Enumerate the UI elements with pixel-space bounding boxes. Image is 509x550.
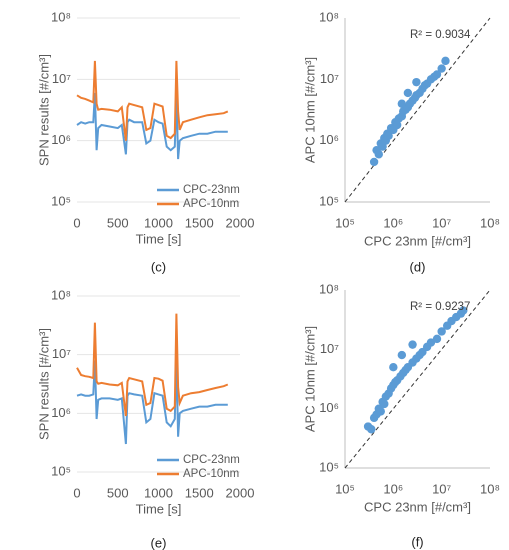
scatter-point [459,306,468,315]
series-line [76,92,228,160]
x-tick-label: 10⁸ [480,215,500,230]
scatter-point [426,338,436,347]
x-tick-label: 10⁸ [480,481,500,496]
scatter-point [389,362,398,372]
x-tick-label: 1500 [185,485,214,500]
identity-line [344,289,491,469]
scatter-point [397,350,407,360]
y-tick-label: 10⁵ [319,193,339,208]
x-tick-label: 0 [73,485,80,500]
scatter-point [384,131,393,141]
x-tick-label: 1000 [144,485,173,500]
x-tick-label: 500 [107,215,129,230]
legend-label: APC-10nm [183,468,239,480]
x-tick-label: 10⁵ [335,215,355,230]
scatter-point [408,340,417,349]
x-tick-label: 2000 [226,215,255,230]
x-tick-label: 0 [73,215,80,230]
y-tick-label: 10⁷ [52,346,71,361]
scatter-point [392,120,402,130]
x-tick-label: 10⁵ [335,481,355,496]
y-tick-label: 10⁵ [319,459,339,474]
x-axis-label: CPC 23nm [#/cm³] [364,233,471,248]
x-tick-label: 1000 [144,215,173,230]
y-tick-label: 10⁸ [51,9,71,24]
x-tick-label: 10⁶ [383,481,403,496]
caption: (f) [411,534,423,549]
scatter-point [397,99,407,108]
x-axis-label: Time [s] [136,501,182,516]
annotation: R² = 0.9237 [410,301,470,313]
x-tick-label: 500 [107,485,129,500]
y-tick-label: 10⁷ [52,71,71,86]
scatter-point [376,407,385,416]
x-axis-label: Time [s] [136,231,182,246]
scatter-point [380,399,389,409]
y-tick-label: 10⁶ [319,132,339,147]
y-tick-label: 10⁸ [51,287,71,302]
x-tick-label: 1500 [185,215,214,230]
caption: (e) [151,535,167,550]
y-axis-label: SPN results [#/cm³] [36,54,51,166]
scatter-point [412,77,421,87]
legend-label: CPC-23nm [183,184,240,196]
scatter-point [369,157,379,167]
scatter-point [432,70,442,79]
scatter-point [367,425,376,434]
y-tick-label: 10⁸ [319,281,339,296]
caption: (c) [151,259,166,274]
series-line [76,60,229,141]
legend-label: APC-10nm [183,198,239,210]
x-tick-label: 2000 [226,485,255,500]
y-axis-label: SPN results [#/cm³] [36,328,51,440]
scatter-point [437,327,446,336]
y-tick-label: 10⁸ [319,9,339,24]
annotation: R² = 0.9034 [410,29,471,41]
y-tick-label: 10⁶ [319,400,339,415]
scatter-point [441,56,450,66]
series-line [76,357,228,445]
y-tick-label: 10⁵ [51,463,71,478]
y-tick-label: 10⁶ [51,405,71,420]
x-tick-label: 10⁶ [383,215,403,230]
identity-line [344,17,491,203]
series-line [76,313,229,417]
legend-label: CPC-23nm [183,454,240,466]
scatter-point [432,334,442,344]
x-axis-label: CPC 23nm [#/cm³] [364,499,471,514]
scatter-point [374,150,383,159]
scatter-point [437,64,446,73]
x-tick-label: 10⁷ [432,481,451,496]
y-tick-label: 10⁶ [51,132,71,147]
caption: (d) [410,259,426,274]
y-tick-label: 10⁷ [320,71,339,86]
y-tick-label: 10⁵ [51,193,71,208]
y-axis-label: APC 10nm [#/cm³] [302,326,317,432]
y-axis-label: APC 10nm [#/cm³] [302,57,317,163]
scatter-point [403,88,413,98]
x-tick-label: 10⁷ [432,215,451,230]
y-tick-label: 10⁷ [320,341,339,356]
